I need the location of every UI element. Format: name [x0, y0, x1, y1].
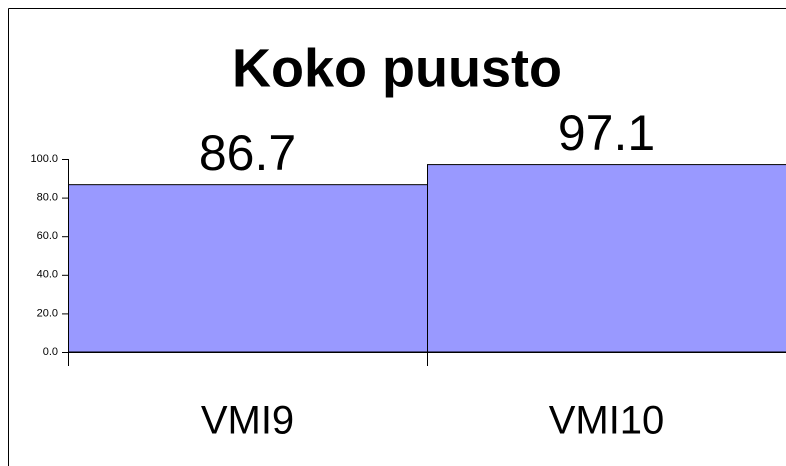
- bar: [427, 164, 786, 353]
- x-tick-label: VMI9: [201, 399, 294, 443]
- bar: [68, 184, 428, 353]
- value-label: 86.7: [199, 125, 296, 181]
- y-tick-label: 20.0: [37, 307, 58, 319]
- y-tick-label: 100.0: [30, 153, 58, 165]
- y-tick-label: 0.0: [43, 346, 58, 358]
- chart-title: Koko puusto: [232, 38, 562, 98]
- y-tick-label: 60.0: [37, 230, 58, 242]
- y-tick-label: 80.0: [37, 192, 58, 204]
- value-label: 97.1: [558, 105, 655, 161]
- x-tick-label: VMI10: [549, 399, 665, 443]
- y-tick-label: 40.0: [37, 269, 58, 281]
